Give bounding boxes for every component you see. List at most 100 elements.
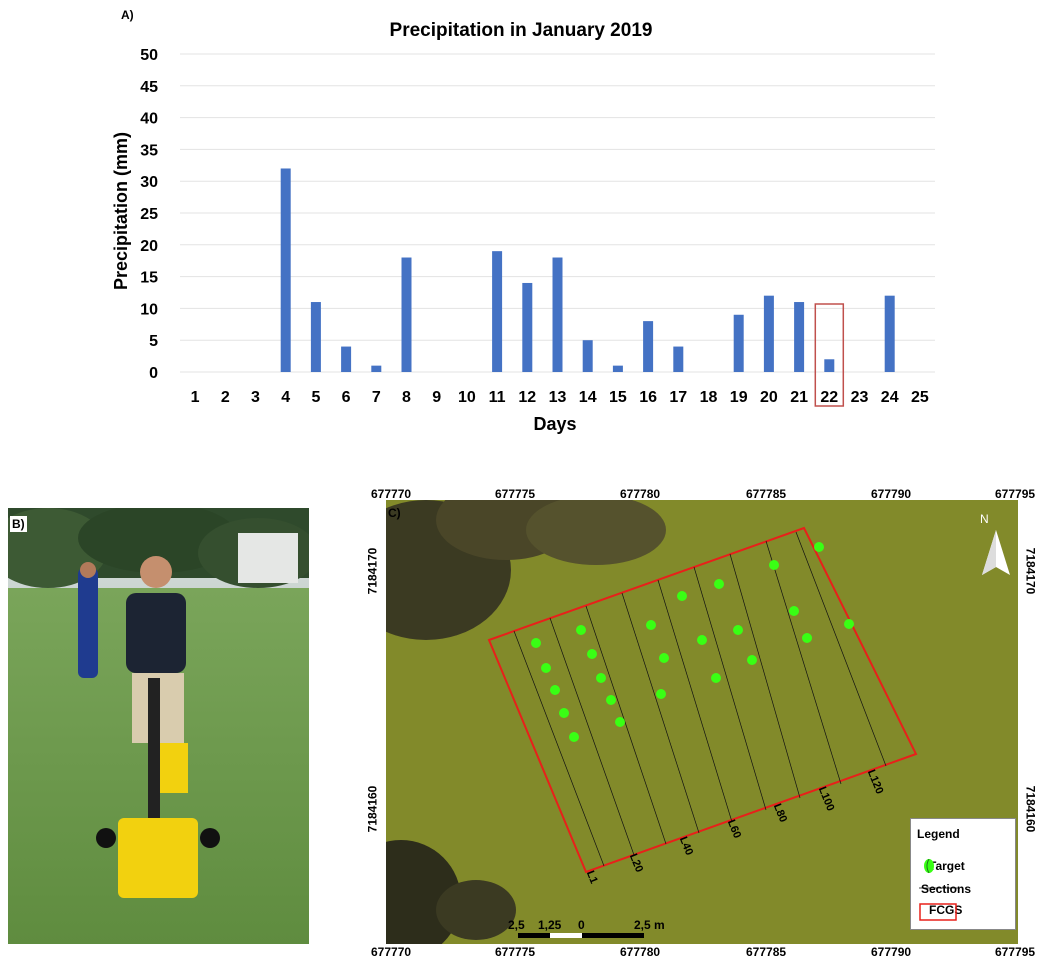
target-marker	[733, 625, 743, 635]
target-marker	[606, 695, 616, 705]
map-x-tick-bottom-0: 677770	[371, 945, 412, 959]
bar-day-5	[310, 302, 321, 372]
bar-day-12	[522, 282, 533, 372]
legend-label-fcgs: FCGS	[929, 903, 963, 917]
y-tick-label: 15	[140, 270, 158, 287]
target-marker	[576, 625, 586, 635]
day-22-highlight-box	[814, 303, 845, 407]
y-tick-label: 40	[140, 111, 158, 128]
target-marker	[802, 633, 812, 643]
map-x-tick-bottom-1: 677775	[495, 945, 536, 959]
target-marker	[615, 717, 625, 727]
y-tick-label: 10	[140, 301, 158, 318]
x-tick-label: 1	[191, 389, 200, 406]
x-tick-label: 10	[458, 389, 476, 406]
x-tick-label: 12	[518, 389, 536, 406]
map-y-tick-left-1: 7184160	[365, 785, 380, 833]
bar-day-7	[371, 365, 382, 372]
target-marker	[656, 689, 666, 699]
panel-b-label: B)	[10, 516, 27, 532]
field-photo	[8, 508, 309, 944]
north-arrow-icon	[982, 530, 1010, 575]
x-tick-label: 25	[911, 389, 929, 406]
panel-a-label: A)	[121, 8, 134, 22]
x-axis-ticks: 1 2 3 4 5 6 7 8 9 10 11 12 13 14 15 16 17 18 19 20 21 22 23 24 2…	[191, 389, 929, 406]
target-marker	[541, 663, 551, 673]
map-legend: Legend Target Sections FCGS	[910, 818, 1016, 930]
target-marker	[559, 708, 569, 718]
x-tick-label: 11	[489, 389, 506, 406]
bar-day-24	[884, 295, 895, 372]
fcgs-box-icon	[919, 903, 957, 921]
bar-day-17	[673, 346, 684, 372]
precipitation-chart: Precipitation in January 2019 0510152025…	[111, 20, 935, 434]
x-tick-label: 2	[221, 389, 230, 406]
x-tick-label: 21	[790, 389, 808, 406]
target-marker	[789, 606, 799, 616]
y-tick-label: 20	[140, 238, 158, 255]
x-tick-label: 18	[700, 389, 718, 406]
target-marker	[659, 653, 669, 663]
y-tick-label: 35	[140, 142, 158, 159]
x-tick-label: 3	[251, 389, 260, 406]
map-y-tick-right-1: 7184160	[1023, 785, 1038, 833]
chart-title: Precipitation in January 2019	[390, 20, 653, 41]
field-photo-illustration	[8, 508, 309, 944]
legend-item-sections: Sections	[919, 882, 971, 896]
bar-day-22	[824, 359, 835, 372]
scale-label-1: 1,25	[538, 918, 562, 932]
target-marker	[569, 732, 579, 742]
target-marker	[596, 673, 606, 683]
bar-day-4	[280, 168, 291, 372]
x-tick-label: 8	[402, 389, 411, 406]
target-marker	[677, 591, 687, 601]
scale-label-0: 2,5	[508, 918, 525, 932]
target-marker	[646, 620, 656, 630]
survey-sections	[513, 531, 887, 867]
target-marker	[814, 542, 824, 552]
y-tick-label: 25	[140, 206, 158, 223]
target-marker	[697, 635, 707, 645]
y-tick-label: 30	[140, 174, 158, 191]
x-tick-label: 17	[669, 389, 687, 406]
section-line-icon	[919, 887, 959, 889]
scale-label-3: 2,5 m	[634, 918, 665, 932]
y-tick-label: 5	[149, 333, 158, 350]
legend-item-target: Target	[919, 859, 965, 873]
survey-map: N L1 L20 L40 L60 L80 L100 L120 2,5 1,25 …	[386, 500, 1018, 944]
map-x-tick-top-3: 677785	[746, 487, 787, 501]
map-x-tick-top-5: 677795	[995, 487, 1036, 501]
x-tick-label: 6	[342, 389, 351, 406]
target-marker	[747, 655, 757, 665]
target-marker	[711, 673, 721, 683]
bar-day-15	[612, 365, 623, 372]
y-axis-label: Precipitation (mm)	[111, 132, 131, 290]
target-marker	[587, 649, 597, 659]
target-marker	[550, 685, 560, 695]
bar-day-11	[492, 251, 503, 372]
legend-label-target: Target	[929, 859, 965, 873]
bar-day-14	[582, 340, 593, 372]
survey-map-canvas	[386, 500, 1018, 944]
target-marker	[531, 638, 541, 648]
map-x-tick-top-2: 677780	[620, 487, 661, 501]
map-x-tick-bottom-2: 677780	[620, 945, 661, 959]
target-markers	[531, 542, 854, 742]
map-x-tick-bottom-3: 677785	[746, 945, 787, 959]
x-tick-label: 19	[730, 389, 748, 406]
x-tick-label: 23	[851, 389, 869, 406]
bar-day-20	[763, 295, 774, 372]
x-tick-label: 14	[579, 389, 597, 406]
panel-c-label: C)	[388, 506, 401, 520]
x-axis-label: Days	[533, 414, 576, 434]
y-axis-ticks: 0 5 10 15 20 25 30 35 40 45 50	[140, 47, 158, 382]
chart-bars	[280, 168, 895, 372]
target-icon	[924, 859, 934, 873]
fcgs-boundary	[487, 526, 918, 874]
x-tick-label: 4	[281, 389, 290, 406]
y-tick-label: 0	[149, 365, 158, 382]
x-tick-label: 5	[311, 389, 320, 406]
bar-day-19	[733, 314, 744, 372]
scale-bar	[518, 933, 644, 938]
target-marker	[714, 579, 724, 589]
